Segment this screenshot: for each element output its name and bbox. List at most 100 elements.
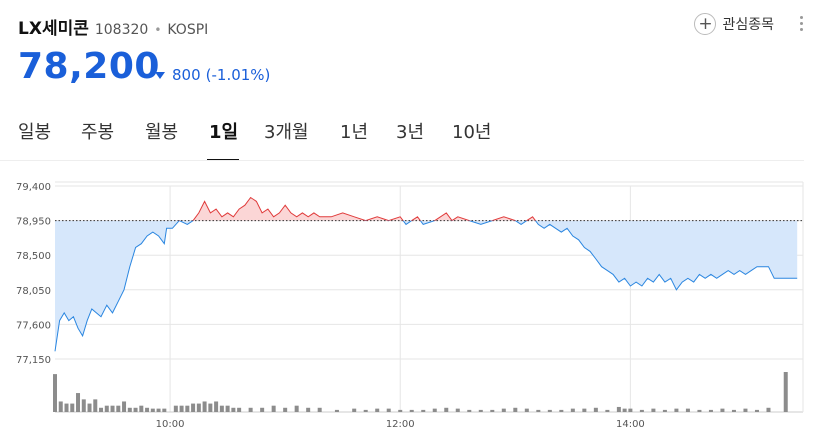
tab-10years[interactable]: 10년 (452, 122, 492, 143)
volume-bar (334, 409, 339, 412)
volume-bar (271, 405, 276, 412)
y-tick-label: 78,500 (16, 251, 51, 262)
volume-bar (536, 409, 541, 412)
x-tick-label: 12:00 (386, 419, 415, 430)
volume-bar (110, 405, 115, 412)
volume-bar (743, 408, 748, 412)
volume-bar (513, 407, 518, 412)
volume-bar (70, 403, 75, 412)
volume-bar (444, 407, 449, 412)
volume-bar (455, 408, 460, 412)
volume-bar (317, 407, 322, 412)
y-tick-label: 77,600 (16, 320, 51, 331)
volume-bar (478, 409, 483, 412)
tab-daily[interactable]: 일봉 (18, 122, 52, 143)
more-vertical-icon[interactable] (800, 16, 804, 31)
volume-bar (662, 409, 667, 412)
volume-bar (260, 407, 265, 412)
volume-bar (731, 409, 736, 412)
tab-3years[interactable]: 3년 (396, 122, 425, 143)
volume-bar (467, 409, 472, 412)
change-percent: (-1.01%) (205, 66, 271, 84)
x-tick-label: 14:00 (616, 419, 645, 430)
x-tick-label: 10:00 (156, 419, 185, 430)
volume-bar (202, 401, 207, 412)
tab-1year[interactable]: 1년 (340, 122, 369, 143)
tab-monthly[interactable]: 월봉 (145, 122, 179, 143)
volume-bar (214, 401, 219, 412)
tabs-divider (0, 160, 804, 161)
volume-bar (547, 409, 552, 412)
volume-bar (559, 409, 564, 412)
volume-bar (628, 408, 633, 412)
volume-bar (99, 407, 104, 412)
volume-bar (208, 403, 213, 412)
volume-bar (219, 405, 224, 412)
up-area-fill (193, 197, 536, 221)
volume-bar (352, 408, 357, 412)
volume-bar (651, 408, 656, 412)
volume-bar (237, 407, 242, 412)
volume-bar (616, 406, 621, 412)
separator-dot: • (154, 23, 162, 37)
market-name: KOSPI (167, 22, 209, 38)
volume-bar (196, 403, 201, 412)
volume-bar (93, 399, 98, 412)
y-tick-label: 79,400 (16, 182, 51, 193)
volume-bar (225, 405, 230, 412)
volume-bar (766, 407, 771, 412)
plus-icon: + (694, 13, 717, 35)
volume-bar (622, 408, 627, 412)
volume-bar (501, 408, 506, 412)
intraday-chart[interactable]: 79,400 78,950 78,500 78,050 77,600 77,150 10:0… (0, 172, 806, 437)
y-tick-label: 77,150 (16, 355, 51, 366)
volume-bar (490, 409, 495, 412)
change-amount: 800 (172, 66, 201, 84)
volume-bar (53, 374, 57, 412)
volume-bar (524, 408, 529, 412)
volume-bar (179, 405, 184, 412)
y-tick-label: 78,950 (16, 217, 51, 228)
volume-bar (150, 408, 155, 412)
volume-bar (127, 407, 132, 412)
volume-bar (409, 409, 414, 412)
volume-bar (231, 407, 236, 412)
volume-bar (116, 405, 121, 412)
volume-bar (191, 403, 196, 412)
volume-bar (570, 408, 575, 412)
volume-bar (87, 403, 92, 412)
volume-bar (720, 408, 725, 412)
volume-bar (248, 407, 253, 412)
volume-bar (783, 372, 788, 412)
stock-code: 108320 (94, 22, 149, 38)
favorite-label: 관심종목 (722, 17, 774, 33)
volume-bar (173, 405, 178, 412)
down-arrow-icon (155, 71, 165, 79)
tab-1day[interactable]: 1일 (209, 122, 239, 143)
volume-bar (674, 408, 679, 412)
volume-bar (122, 401, 127, 412)
volume-bar (363, 409, 368, 412)
volume-bar (104, 405, 109, 412)
volume-bar (58, 401, 63, 412)
volume-bar (708, 409, 713, 412)
volume-bar (133, 407, 138, 412)
down-area-fill (55, 220, 798, 352)
tab-3months[interactable]: 3개월 (264, 122, 309, 143)
volume-bar (386, 408, 391, 412)
volume-bar (421, 409, 426, 412)
add-favorite-button[interactable]: + 관심종목 (694, 13, 774, 35)
volume-bar (162, 408, 167, 412)
price-change: 800 (-1.01%) (155, 66, 270, 84)
volume-bar (697, 409, 702, 412)
volume-bar (306, 407, 311, 412)
volume-bar (398, 409, 403, 412)
volume-bar (593, 407, 598, 412)
volume-bar (76, 393, 81, 412)
volume-bar (754, 409, 759, 412)
tab-weekly[interactable]: 주봉 (81, 122, 115, 143)
volume-bar (375, 408, 380, 412)
volume-bar (582, 408, 587, 412)
stock-header: LX세미콘 108320 • KOSPI (18, 14, 208, 39)
volume-bar (283, 407, 288, 412)
